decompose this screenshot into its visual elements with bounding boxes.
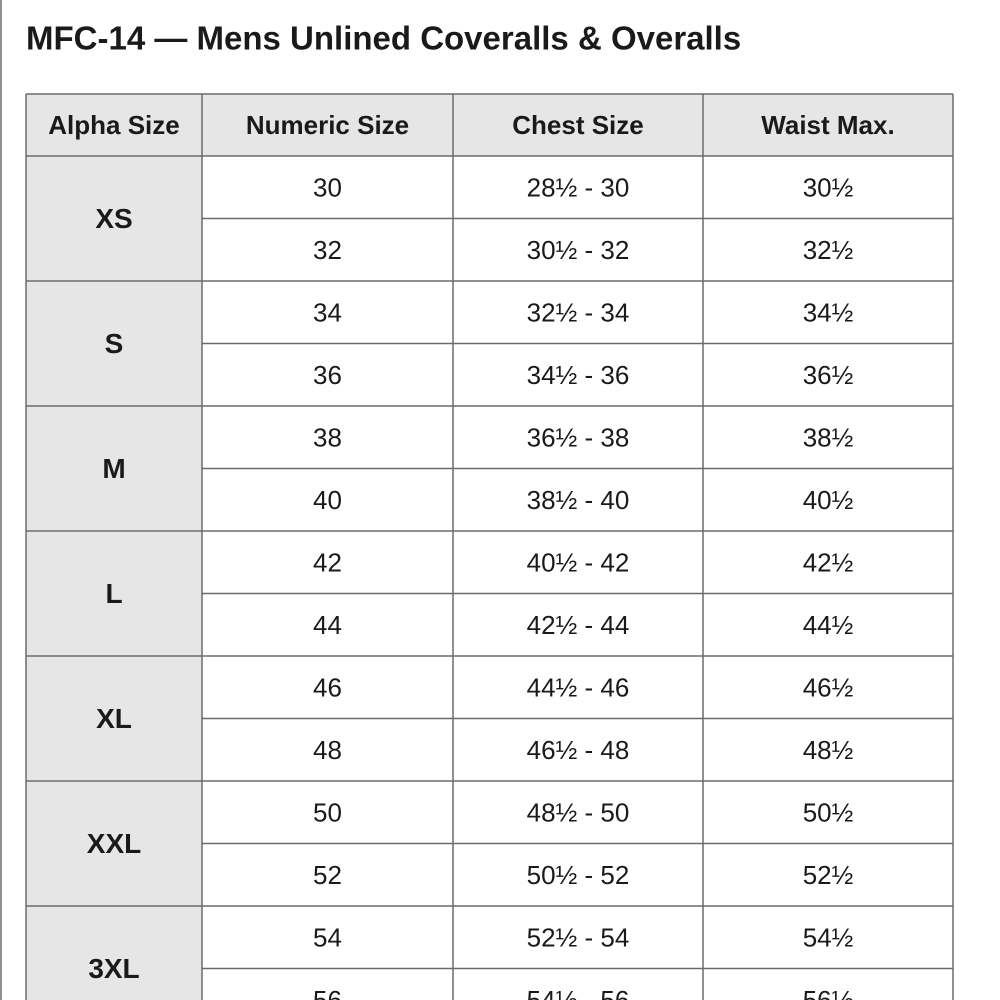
- cell: 44: [313, 610, 342, 640]
- cell: 30½: [803, 172, 854, 202]
- alpha-bg: [26, 656, 202, 781]
- cell: 34: [313, 297, 342, 327]
- cell: 54½ - 56: [527, 985, 630, 1000]
- cell: 34½ - 36: [527, 360, 630, 390]
- alpha-size: 3XL: [88, 953, 139, 984]
- cell: 50½ - 52: [527, 860, 630, 890]
- cell: 48½: [803, 735, 854, 765]
- cell: 48½ - 50: [527, 797, 630, 827]
- cell: 36½ - 38: [527, 422, 630, 452]
- cell: 54½: [803, 922, 854, 952]
- alpha-bg: [26, 781, 202, 906]
- alpha-size: XS: [95, 203, 132, 234]
- cell: 52½ - 54: [527, 922, 630, 952]
- title: MFC-14 — Mens Unlined Coveralls & Overal…: [26, 20, 741, 57]
- cell: 32½: [803, 235, 854, 265]
- cell: 32½ - 34: [527, 297, 630, 327]
- cell: 38½: [803, 422, 854, 452]
- alpha-size: XXL: [87, 828, 141, 859]
- cell: 30½ - 32: [527, 235, 630, 265]
- alpha-size: L: [105, 578, 122, 609]
- cell: 42½ - 44: [527, 610, 630, 640]
- cell: 46½ - 48: [527, 735, 630, 765]
- cell: 52: [313, 860, 342, 890]
- cell: 54: [313, 922, 342, 952]
- cell: 36: [313, 360, 342, 390]
- cell: 36½: [803, 360, 854, 390]
- cell: 40: [313, 485, 342, 515]
- cell: 30: [313, 172, 342, 202]
- alpha-size: XL: [96, 703, 132, 734]
- cell: 28½ - 30: [527, 172, 630, 202]
- cell: 46: [313, 672, 342, 702]
- cell: 50: [313, 797, 342, 827]
- alpha-size: S: [105, 328, 124, 359]
- alpha-size: M: [102, 453, 125, 484]
- cell: 32: [313, 235, 342, 265]
- cell: 40½: [803, 485, 854, 515]
- header-cell: Alpha Size: [48, 110, 179, 140]
- cell: 44½: [803, 610, 854, 640]
- alpha-bg: [26, 281, 202, 406]
- header-cell: Numeric Size: [246, 110, 409, 140]
- cell: 46½: [803, 672, 854, 702]
- cell: 48: [313, 735, 342, 765]
- cell: 34½: [803, 297, 854, 327]
- cell: 42: [313, 547, 342, 577]
- header-cell: Chest Size: [512, 110, 644, 140]
- alpha-bg: [26, 406, 202, 531]
- header-cell: Waist Max.: [761, 110, 894, 140]
- alpha-bg: [26, 156, 202, 281]
- cell: 50½: [803, 797, 854, 827]
- header-bg: [26, 94, 953, 156]
- alpha-bg: [26, 906, 202, 1000]
- cell: 56: [313, 985, 342, 1000]
- cell: 38½ - 40: [527, 485, 630, 515]
- cell: 52½: [803, 860, 854, 890]
- cell: 38: [313, 422, 342, 452]
- cell: 44½ - 46: [527, 672, 630, 702]
- cell: 40½ - 42: [527, 547, 630, 577]
- alpha-bg: [26, 531, 202, 656]
- cell: 56½: [803, 985, 854, 1000]
- cell: 42½: [803, 547, 854, 577]
